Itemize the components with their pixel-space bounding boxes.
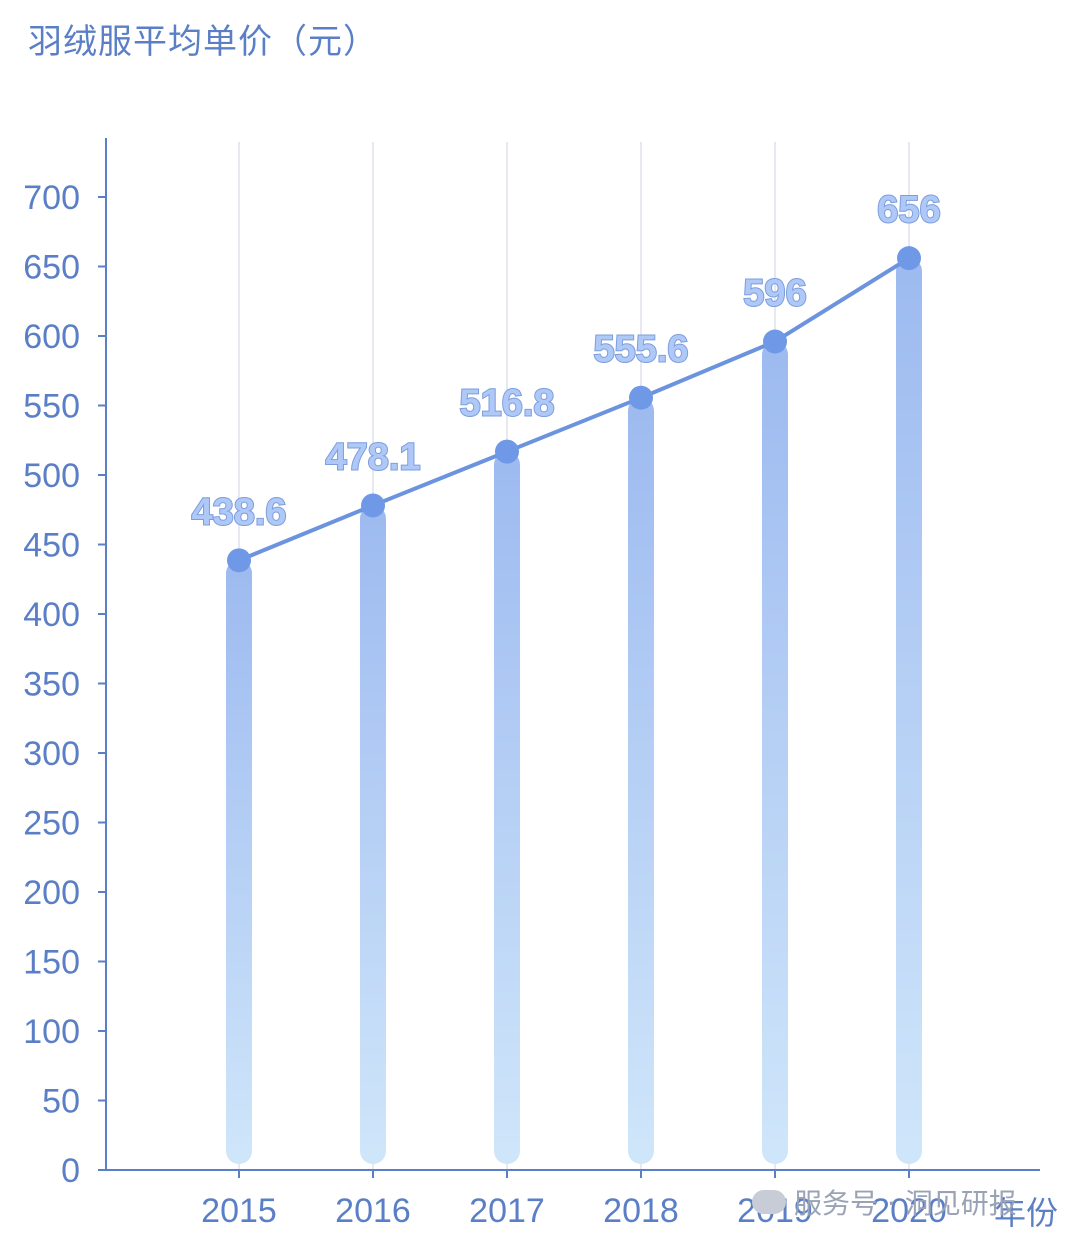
y-tick-label: 250 bbox=[23, 805, 80, 843]
y-tick-label: 500 bbox=[23, 457, 80, 495]
data-point bbox=[227, 548, 251, 573]
x-axis-title: 年份 bbox=[994, 1195, 1058, 1231]
y-tick-label: 700 bbox=[23, 179, 80, 217]
data-label: 596 bbox=[743, 273, 806, 315]
bar bbox=[494, 451, 520, 1164]
y-tick-label: 600 bbox=[23, 318, 80, 356]
bar bbox=[762, 341, 788, 1164]
y-tick-label: 450 bbox=[23, 527, 80, 565]
data-point bbox=[897, 246, 921, 271]
x-tick-label: 2020 bbox=[871, 1192, 947, 1230]
y-tick-label: 650 bbox=[23, 249, 80, 287]
series-line bbox=[238, 256, 911, 563]
y-tick-label: 50 bbox=[42, 1083, 80, 1121]
bar bbox=[226, 560, 252, 1164]
y-tick-label: 300 bbox=[23, 735, 80, 773]
y-tick-label: 0 bbox=[61, 1152, 80, 1190]
x-tick-label: 2015 bbox=[201, 1192, 277, 1230]
y-tick-label: 350 bbox=[23, 666, 80, 704]
watermark: 服务号 · 洞见研报 bbox=[752, 1182, 1017, 1222]
data-label: 656 bbox=[877, 189, 940, 231]
bar bbox=[896, 258, 922, 1164]
wechat-logo-icon bbox=[752, 1190, 786, 1214]
data-label: 555.6 bbox=[593, 329, 688, 371]
bar bbox=[628, 397, 654, 1164]
x-tick-label: 2017 bbox=[469, 1192, 545, 1230]
axes: 0 50 100 150 200 250 300 350 400 450 500 550 600 650 7… bbox=[23, 138, 1058, 1231]
data-labels: 438.6 478.1 516.8 555.6 596 656 bbox=[190, 188, 941, 534]
x-tick-label: 2016 bbox=[335, 1192, 411, 1230]
bar bbox=[360, 505, 386, 1164]
x-tick-label: 2018 bbox=[603, 1192, 679, 1230]
y-tick-label: 150 bbox=[23, 944, 80, 982]
grid-lines bbox=[238, 142, 910, 1170]
data-label: 438.6 bbox=[191, 491, 286, 533]
data-point bbox=[495, 439, 519, 464]
y-tick-label: 200 bbox=[23, 874, 80, 912]
data-label: 478.1 bbox=[325, 436, 420, 478]
data-label: 516.8 bbox=[459, 383, 554, 425]
data-point bbox=[629, 385, 653, 410]
data-point bbox=[763, 329, 787, 354]
y-tick-label: 100 bbox=[23, 1013, 80, 1051]
bars bbox=[226, 258, 922, 1164]
line-series bbox=[227, 246, 921, 573]
data-point bbox=[361, 493, 385, 518]
y-axis-title: 羽绒服平均单价（元） bbox=[28, 22, 378, 62]
y-tick-label: 550 bbox=[23, 388, 80, 426]
y-tick-label: 400 bbox=[23, 596, 80, 634]
watermark-text: 服务号 · 洞见研报 bbox=[794, 1187, 1017, 1220]
